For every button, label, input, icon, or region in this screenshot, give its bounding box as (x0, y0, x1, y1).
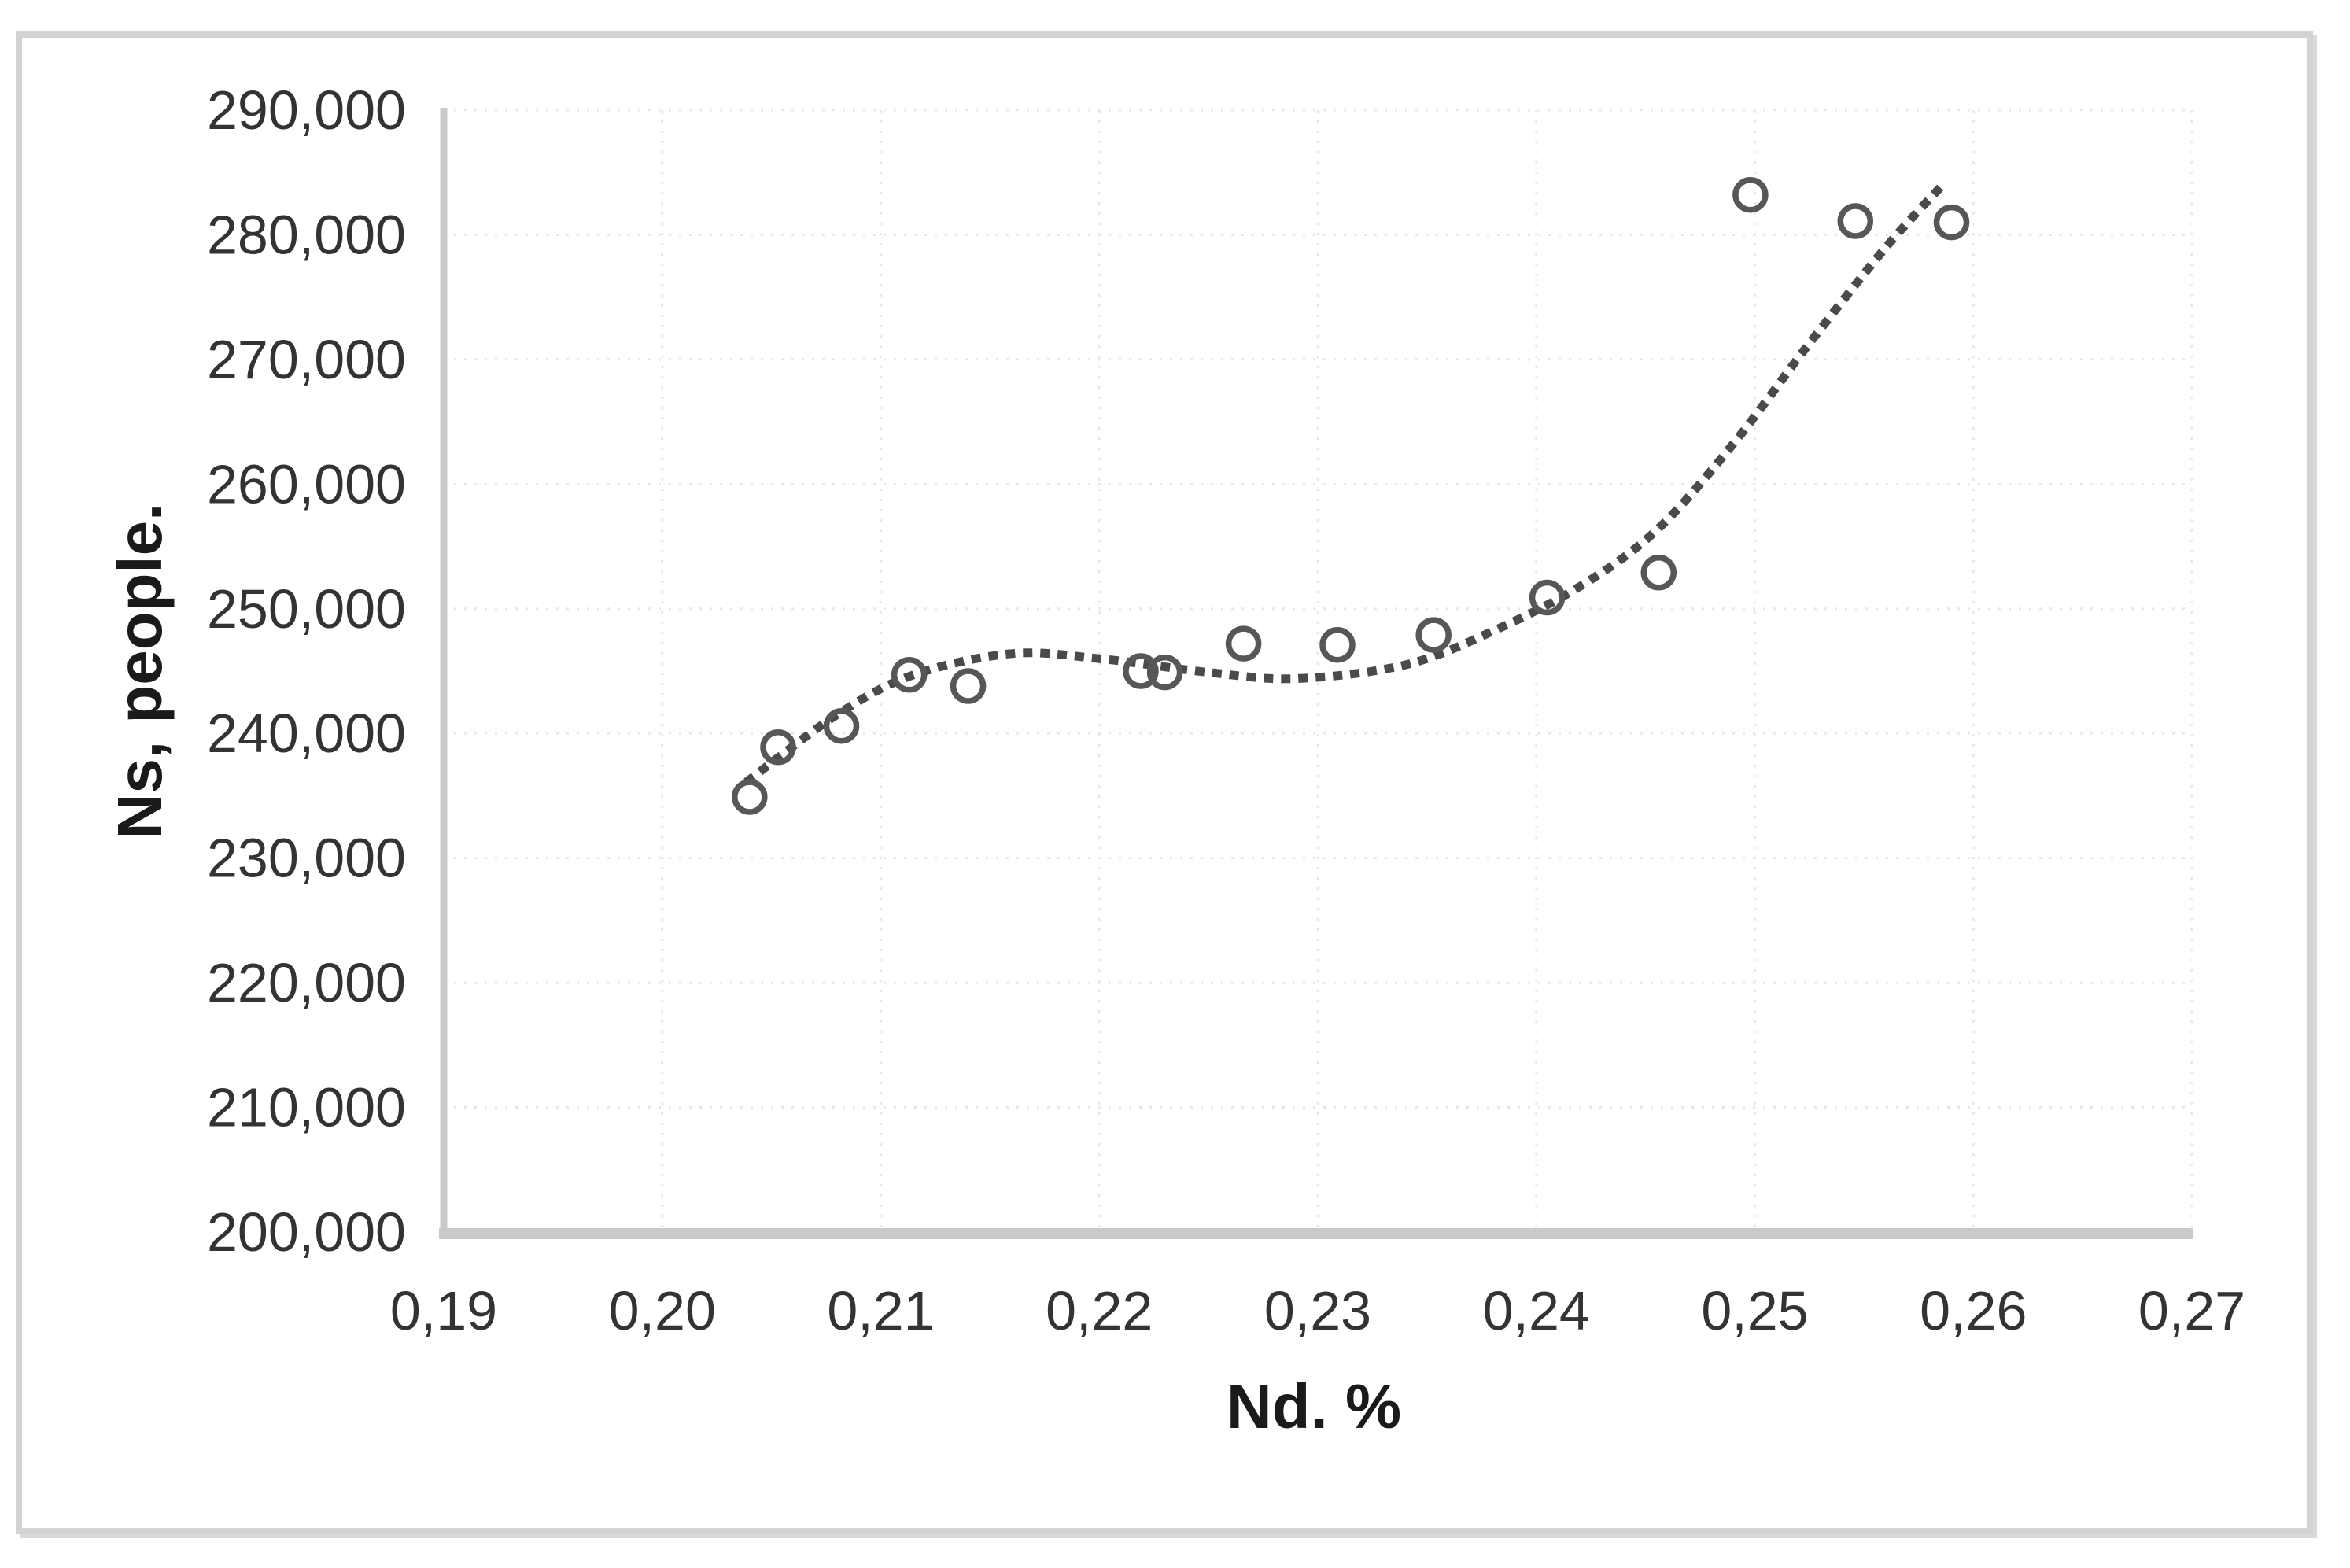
x-tick-label: 0,19 (390, 1280, 497, 1341)
y-tick-labels: 290,000 280,000 270,000 260,000 250,000 240,0… (207, 79, 406, 1263)
y-tick-label: 270,000 (207, 329, 406, 390)
data-point-marker (891, 657, 928, 693)
x-tick-label: 0,20 (609, 1280, 716, 1341)
x-axis-title: Nd. % (1227, 1371, 1401, 1441)
data-point-marker (1415, 617, 1452, 653)
gridlines (444, 109, 2193, 1232)
x-tick-labels: 0,19 0,20 0,21 0,22 0,23 0,24 0,25 0,26 0,27 (390, 1280, 2245, 1341)
x-tick-label: 0,21 (827, 1280, 934, 1341)
data-point-marker (760, 729, 796, 766)
y-tick-label: 210,000 (207, 1077, 406, 1138)
y-axis-title: Ns, people. (105, 504, 175, 839)
data-point-marker (823, 707, 860, 744)
x-tick-label: 0,26 (1920, 1280, 2027, 1341)
y-tick-label: 250,000 (207, 578, 406, 640)
y-tick-label: 280,000 (207, 204, 406, 265)
y-tick-label: 260,000 (207, 453, 406, 515)
x-tick-label: 0,22 (1046, 1280, 1153, 1341)
x-tick-label: 0,23 (1264, 1280, 1371, 1341)
y-tick-label: 240,000 (207, 703, 406, 764)
data-point-marker (1123, 653, 1159, 689)
y-tick-label: 200,000 (207, 1201, 406, 1263)
data-point-marker (1146, 654, 1183, 691)
y-tick-label: 220,000 (207, 952, 406, 1013)
x-tick-label: 0,27 (2138, 1280, 2245, 1341)
data-points (732, 176, 1970, 815)
x-tick-label: 0,25 (1701, 1280, 1808, 1341)
data-point-marker (1837, 203, 1874, 239)
data-point-marker (1640, 555, 1677, 591)
data-point-marker (732, 779, 768, 815)
trendline-dotted (743, 176, 1951, 786)
y-tick-label: 230,000 (207, 828, 406, 889)
data-point-marker (1319, 626, 1356, 663)
data-point-marker (1933, 204, 1970, 241)
data-point-marker (1732, 176, 1769, 213)
x-tick-label: 0,24 (1483, 1280, 1590, 1341)
data-point-marker (950, 668, 987, 704)
data-point-marker (1529, 579, 1566, 616)
data-point-marker (1225, 625, 1262, 662)
chart-frame (16, 31, 2313, 1534)
y-tick-label: 290,000 (207, 79, 406, 141)
